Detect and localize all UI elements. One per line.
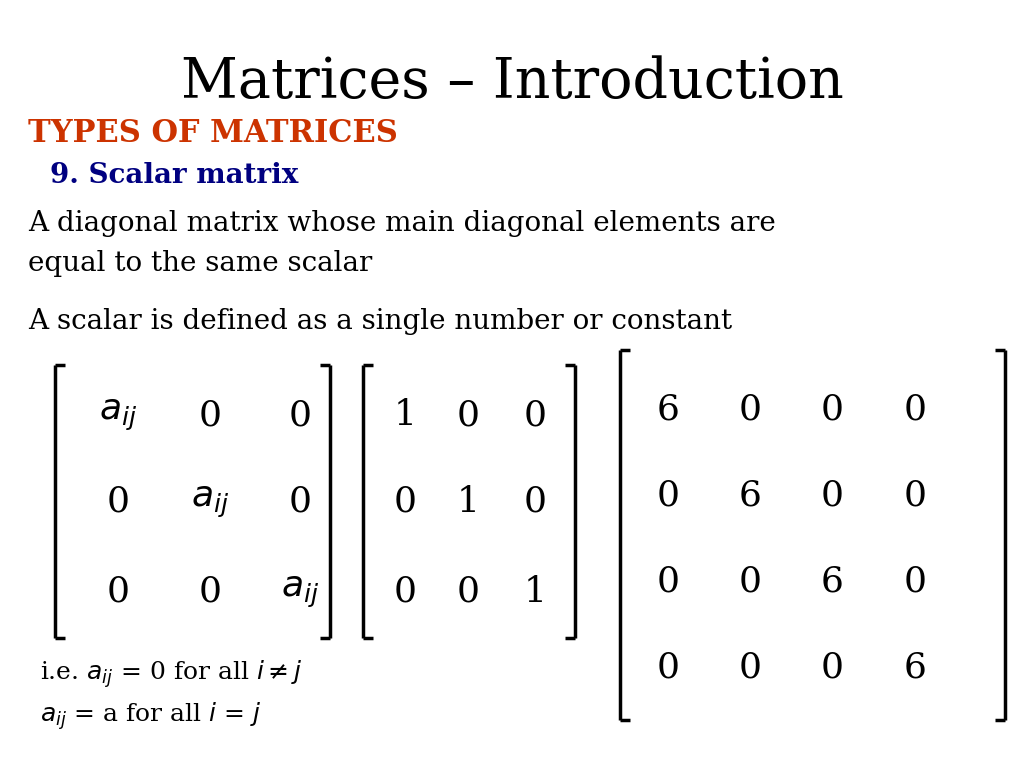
Text: $a_{ij}$ = a for all $i$ = $j$: $a_{ij}$ = a for all $i$ = $j$ bbox=[40, 700, 261, 732]
Text: 0: 0 bbox=[106, 575, 129, 609]
Text: 0: 0 bbox=[656, 478, 680, 512]
Text: 0: 0 bbox=[903, 393, 927, 427]
Text: i.e. $a_{ij}$ = 0 for all $i \neq j$: i.e. $a_{ij}$ = 0 for all $i \neq j$ bbox=[40, 658, 303, 690]
Text: 0: 0 bbox=[289, 398, 311, 432]
Text: $a_{ij}$: $a_{ij}$ bbox=[281, 574, 319, 610]
Text: 0: 0 bbox=[820, 393, 844, 427]
Text: 6: 6 bbox=[903, 651, 927, 685]
Text: 0: 0 bbox=[199, 398, 221, 432]
Text: TYPES OF MATRICES: TYPES OF MATRICES bbox=[28, 118, 398, 149]
Text: 0: 0 bbox=[523, 485, 547, 519]
Text: 1: 1 bbox=[457, 485, 479, 519]
Text: 0: 0 bbox=[457, 575, 479, 609]
Text: 0: 0 bbox=[738, 651, 762, 685]
Text: 0: 0 bbox=[656, 651, 680, 685]
Text: 0: 0 bbox=[393, 575, 417, 609]
Text: $a_{ij}$: $a_{ij}$ bbox=[99, 398, 137, 432]
Text: 0: 0 bbox=[903, 565, 927, 599]
Text: 0: 0 bbox=[289, 485, 311, 519]
Text: 0: 0 bbox=[738, 393, 762, 427]
Text: 0: 0 bbox=[738, 565, 762, 599]
Text: 0: 0 bbox=[457, 398, 479, 432]
Text: 6: 6 bbox=[738, 478, 762, 512]
Text: Matrices – Introduction: Matrices – Introduction bbox=[180, 55, 844, 110]
Text: 0: 0 bbox=[523, 398, 547, 432]
Text: 0: 0 bbox=[199, 575, 221, 609]
Text: 0: 0 bbox=[393, 485, 417, 519]
Text: 0: 0 bbox=[820, 478, 844, 512]
Text: 1: 1 bbox=[523, 575, 547, 609]
Text: A scalar is defined as a single number or constant: A scalar is defined as a single number o… bbox=[28, 308, 732, 335]
Text: 0: 0 bbox=[820, 651, 844, 685]
Text: 0: 0 bbox=[656, 565, 680, 599]
Text: 9. Scalar matrix: 9. Scalar matrix bbox=[50, 162, 298, 189]
Text: $a_{ij}$: $a_{ij}$ bbox=[190, 485, 229, 519]
Text: A diagonal matrix whose main diagonal elements are
equal to the same scalar: A diagonal matrix whose main diagonal el… bbox=[28, 210, 776, 276]
Text: 0: 0 bbox=[903, 478, 927, 512]
Text: 6: 6 bbox=[656, 393, 680, 427]
Text: 0: 0 bbox=[106, 485, 129, 519]
Text: 1: 1 bbox=[393, 398, 417, 432]
Text: 6: 6 bbox=[820, 565, 844, 599]
